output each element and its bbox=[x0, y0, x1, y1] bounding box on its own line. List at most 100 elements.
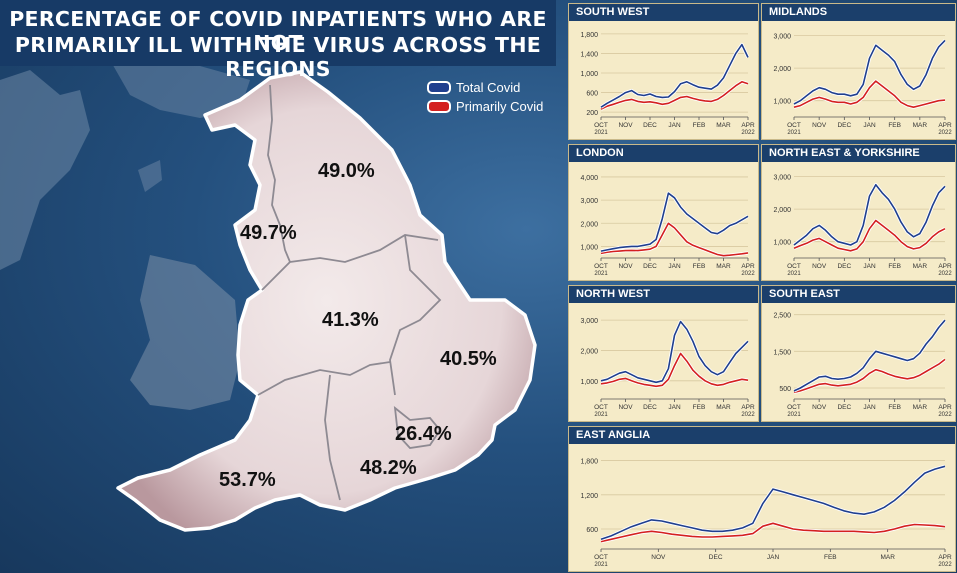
series-line-primarily-covid bbox=[793, 358, 946, 394]
x-tick-label: MAR bbox=[716, 404, 731, 411]
chart-panel-north-west: NORTH WEST 3,000 2,000 1,000 OCT 2021 NOV DEC J… bbox=[568, 285, 759, 422]
series-line-total-covid bbox=[793, 183, 946, 246]
x-tick-label: MAR bbox=[880, 554, 895, 561]
y-tick-label: 200 bbox=[586, 110, 598, 117]
series-line-total-covid bbox=[600, 43, 749, 108]
y-tick-label: 1,000 bbox=[580, 244, 598, 251]
y-tick-label: 3,000 bbox=[580, 198, 598, 205]
pct-london: 26.4% bbox=[395, 423, 452, 445]
series-line-total-covid bbox=[600, 192, 749, 252]
x-tick-label: FEB bbox=[824, 554, 837, 561]
y-tick-label: 1,000 bbox=[580, 71, 598, 78]
chart-panel-south-east: SOUTH EAST 2,500 1,500 500 OCT 2021 NOV DEC JAN… bbox=[761, 285, 956, 422]
y-tick-label: 2,000 bbox=[580, 348, 598, 355]
chart-title-south-east: SOUTH EAST bbox=[762, 286, 955, 303]
chart-title-midlands: MIDLANDS bbox=[762, 4, 955, 21]
chart-panel-london: LONDON 4,000 3,000 2,000 1,000 OCT 2021 NOV DEC… bbox=[568, 144, 759, 281]
pct-south-east: 48.2% bbox=[360, 457, 417, 479]
x-tick-year: 2021 bbox=[594, 562, 608, 568]
chart-title-north-east-yorkshire: NORTH EAST & YORKSHIRE bbox=[762, 145, 955, 162]
series-halo bbox=[793, 79, 946, 109]
x-tick-label: JAN bbox=[863, 263, 876, 270]
x-tick-year: 2021 bbox=[594, 130, 608, 136]
wales-shape bbox=[130, 255, 240, 410]
x-tick-label: OCT bbox=[594, 122, 608, 129]
series-halo bbox=[600, 521, 946, 544]
x-tick-label: OCT bbox=[594, 554, 608, 561]
region-border-london bbox=[393, 405, 442, 449]
chart-panel-midlands: MIDLANDS 3,000 2,000 1,000 OCT 2021 NOV DEC JAN… bbox=[761, 3, 956, 140]
x-tick-label: OCT bbox=[594, 263, 608, 270]
x-tick-label: JAN bbox=[668, 404, 681, 411]
x-tick-label: DEC bbox=[643, 404, 657, 411]
x-tick-label: MAR bbox=[716, 263, 731, 270]
x-tick-label: NOV bbox=[812, 404, 827, 411]
x-tick-label: OCT bbox=[594, 404, 608, 411]
series-line-total-covid bbox=[793, 39, 946, 105]
x-tick-year: 2021 bbox=[787, 412, 801, 418]
series-line-primarily-covid bbox=[600, 352, 749, 388]
y-tick-label: 1,800 bbox=[580, 32, 598, 39]
series-halo bbox=[792, 183, 947, 247]
x-tick-label: DEC bbox=[837, 404, 851, 411]
pct-east-anglia: 40.5% bbox=[440, 348, 497, 370]
y-tick-label: 3,000 bbox=[580, 318, 598, 325]
x-tick-label: DEC bbox=[709, 554, 723, 561]
x-tick-label: NOV bbox=[618, 404, 633, 411]
x-tick-label: DEC bbox=[643, 263, 657, 270]
isle-shape bbox=[138, 160, 162, 192]
y-tick-label: 1,500 bbox=[773, 349, 791, 356]
x-tick-year: 2021 bbox=[787, 271, 801, 277]
x-tick-year: 2022 bbox=[741, 271, 755, 277]
x-tick-year: 2022 bbox=[741, 130, 755, 136]
region-border-sw-se bbox=[324, 374, 341, 501]
y-tick-label: 600 bbox=[586, 527, 598, 534]
x-tick-label: DEC bbox=[837, 122, 851, 129]
x-tick-label: MAR bbox=[913, 404, 928, 411]
y-tick-label: 600 bbox=[586, 91, 598, 98]
x-tick-label: OCT bbox=[787, 122, 801, 129]
series-line-total-covid bbox=[600, 320, 749, 384]
y-tick-label: 3,000 bbox=[773, 175, 791, 182]
x-tick-label: DEC bbox=[643, 122, 657, 129]
x-tick-label: APR bbox=[938, 122, 952, 129]
chart-title-north-west: NORTH WEST bbox=[569, 286, 758, 303]
series-line-total-covid bbox=[600, 465, 946, 541]
chart-panel-east-anglia: EAST ANGLIA 1,800 1,200 600 OCT 2021 NOV DEC JA… bbox=[568, 426, 956, 572]
x-tick-label: FEB bbox=[888, 122, 901, 129]
y-tick-label: 2,000 bbox=[773, 66, 791, 73]
series-halo bbox=[793, 39, 947, 106]
y-tick-label: 1,800 bbox=[580, 459, 598, 466]
x-tick-label: APR bbox=[938, 263, 952, 270]
y-tick-label: 500 bbox=[779, 386, 791, 393]
x-tick-label: NOV bbox=[618, 122, 633, 129]
x-tick-year: 2022 bbox=[938, 562, 952, 568]
x-tick-label: DEC bbox=[837, 263, 851, 270]
ireland-shape bbox=[0, 70, 90, 270]
x-tick-label: APR bbox=[938, 554, 952, 561]
series-line-primarily-covid bbox=[600, 80, 749, 110]
x-tick-label: MAR bbox=[913, 263, 928, 270]
x-tick-label: OCT bbox=[787, 404, 801, 411]
x-tick-label: FEB bbox=[693, 122, 706, 129]
x-tick-year: 2021 bbox=[787, 130, 801, 136]
x-tick-label: NOV bbox=[618, 263, 633, 270]
series-line-primarily-covid bbox=[793, 219, 946, 252]
x-tick-year: 2022 bbox=[938, 412, 952, 418]
x-tick-label: JAN bbox=[767, 554, 780, 561]
x-tick-label: FEB bbox=[888, 263, 901, 270]
x-tick-label: FEB bbox=[693, 263, 706, 270]
x-tick-label: JAN bbox=[668, 122, 681, 129]
x-tick-label: FEB bbox=[888, 404, 901, 411]
legend-swatch-primarily bbox=[427, 100, 451, 114]
y-tick-label: 2,000 bbox=[773, 207, 791, 214]
x-tick-label: APR bbox=[741, 404, 755, 411]
pct-north-east-yorkshire: 49.0% bbox=[318, 160, 375, 182]
scotland-shape bbox=[110, 60, 250, 118]
pct-midlands: 41.3% bbox=[322, 309, 379, 331]
y-tick-label: 1,200 bbox=[580, 493, 598, 500]
